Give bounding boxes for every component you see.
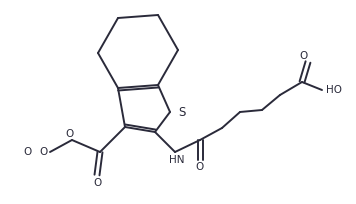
Text: O: O — [66, 129, 74, 139]
Text: O: O — [196, 162, 204, 172]
Text: HO: HO — [326, 85, 342, 95]
Text: HN: HN — [169, 155, 185, 165]
Text: O: O — [93, 178, 101, 188]
Text: O: O — [300, 51, 308, 61]
Text: O: O — [40, 147, 48, 157]
Text: O: O — [24, 147, 32, 157]
Text: S: S — [178, 105, 186, 119]
